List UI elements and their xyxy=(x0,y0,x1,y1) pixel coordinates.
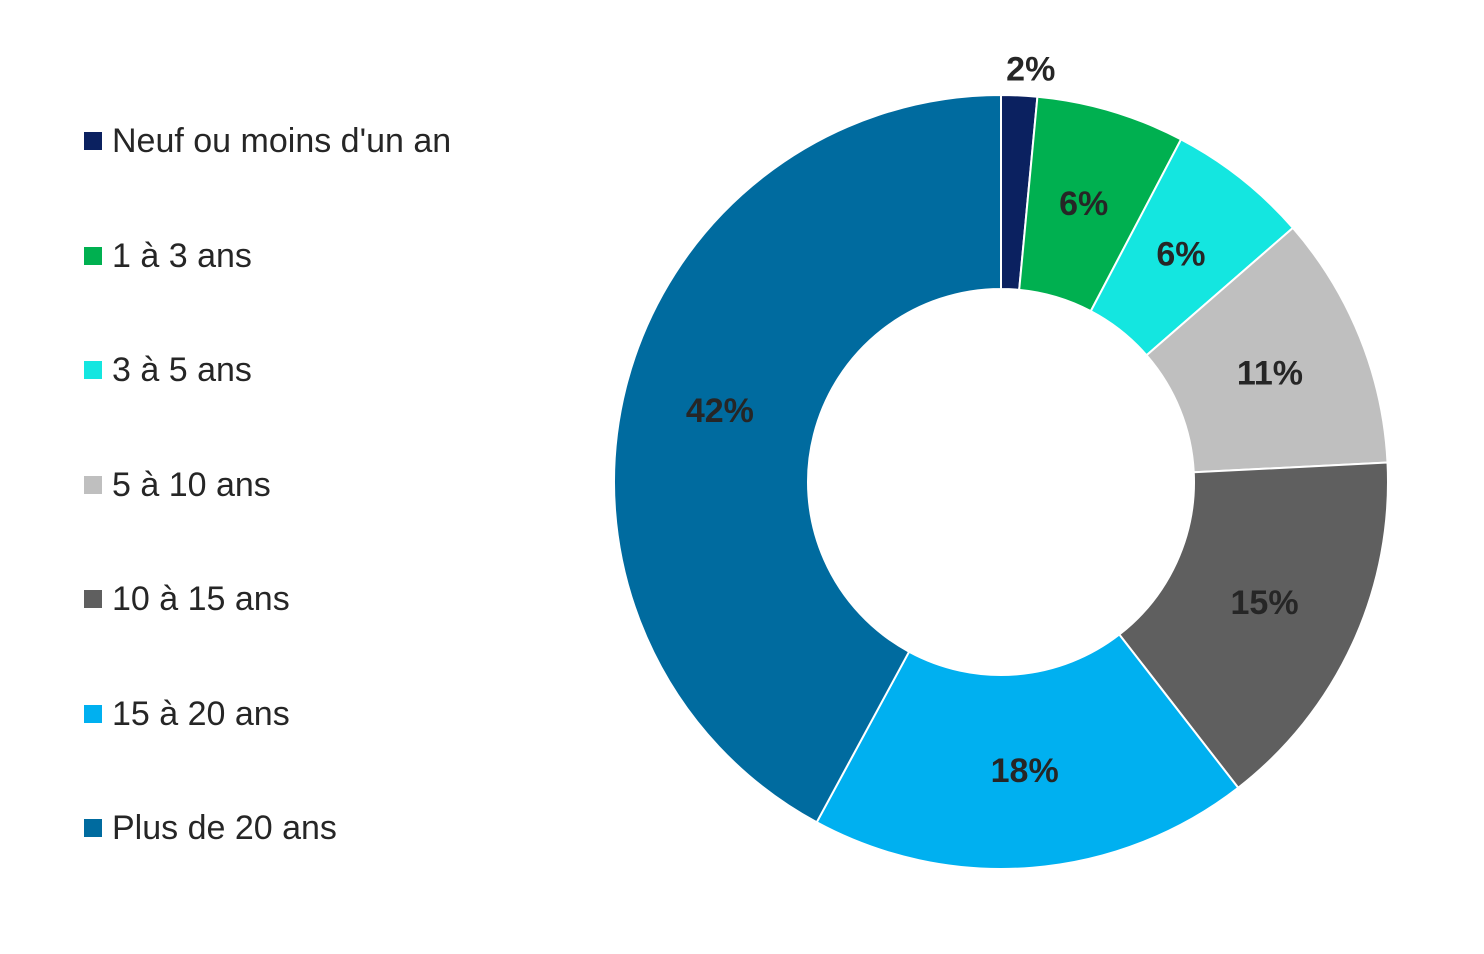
legend-swatch xyxy=(84,361,102,379)
legend-swatch xyxy=(84,132,102,150)
legend-item: 15 à 20 ans xyxy=(84,688,290,740)
legend-swatch xyxy=(84,475,102,494)
slice-label: 18% xyxy=(991,752,1059,790)
legend-item: 3 à 5 ans xyxy=(84,344,252,396)
donut-slice xyxy=(815,633,1240,871)
slice-label: 2% xyxy=(1006,50,1055,88)
legend-item: 5 à 10 ans xyxy=(84,459,271,511)
legend-item: 10 à 15 ans xyxy=(84,573,290,625)
legend-label: 15 à 20 ans xyxy=(112,694,290,733)
legend-swatch xyxy=(84,704,102,723)
donut-slice xyxy=(1117,461,1389,790)
legend-swatch xyxy=(84,590,102,608)
donut-slice xyxy=(613,93,1002,824)
legend-label: 3 à 5 ans xyxy=(112,351,252,389)
legend-item: Plus de 20 ans xyxy=(84,802,337,854)
legend-label: 10 à 15 ans xyxy=(112,580,290,618)
slice-label: 6% xyxy=(1059,185,1108,223)
legend-swatch xyxy=(84,246,102,265)
slice-label: 6% xyxy=(1156,236,1205,274)
legend-label: Neuf ou moins d'un an xyxy=(112,122,452,160)
legend-label: Plus de 20 ans xyxy=(112,809,337,847)
legend-item: Neuf ou moins d'un an xyxy=(84,115,451,167)
slice-label: 42% xyxy=(686,392,754,430)
legend-label: 1 à 3 ans xyxy=(112,236,252,275)
legend-swatch xyxy=(84,819,102,837)
slice-label: 11% xyxy=(1237,355,1303,393)
legend-label: 5 à 10 ans xyxy=(112,465,271,504)
legend-item: 1 à 3 ans xyxy=(84,230,252,282)
slice-label: 15% xyxy=(1231,584,1299,622)
